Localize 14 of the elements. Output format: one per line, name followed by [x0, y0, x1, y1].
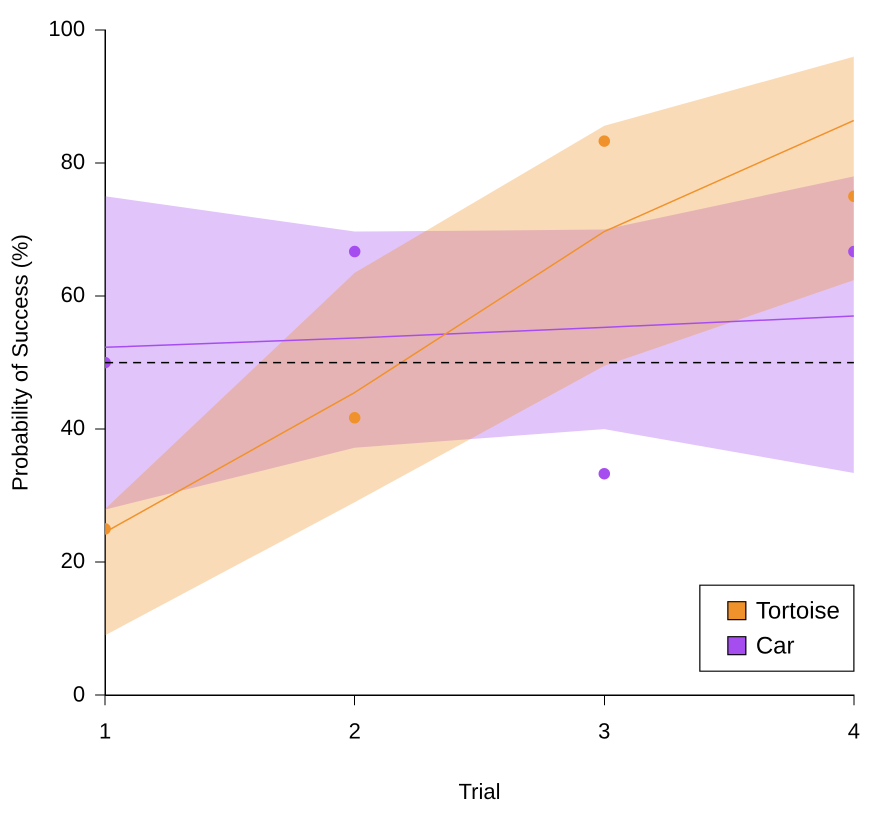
x-tick-label: 2: [348, 718, 361, 744]
y-tick-label: 60: [60, 282, 86, 308]
x-tick-label: 3: [598, 718, 610, 744]
y-tick-label: 40: [60, 415, 86, 440]
y-tick-label: 80: [60, 149, 86, 174]
y-axis-title: Probability of Success (%): [7, 234, 32, 491]
y-tick-label: 20: [60, 548, 86, 574]
legend-label: Tortoise: [756, 597, 840, 624]
x-tick-label: 4: [848, 718, 860, 744]
y-tick-label: 100: [48, 16, 86, 42]
x-axis-title: Trial: [458, 778, 500, 804]
y-tick-label: 0: [72, 681, 86, 706]
legend-label: Car: [756, 632, 795, 660]
x-tick-label: 1: [98, 718, 112, 744]
